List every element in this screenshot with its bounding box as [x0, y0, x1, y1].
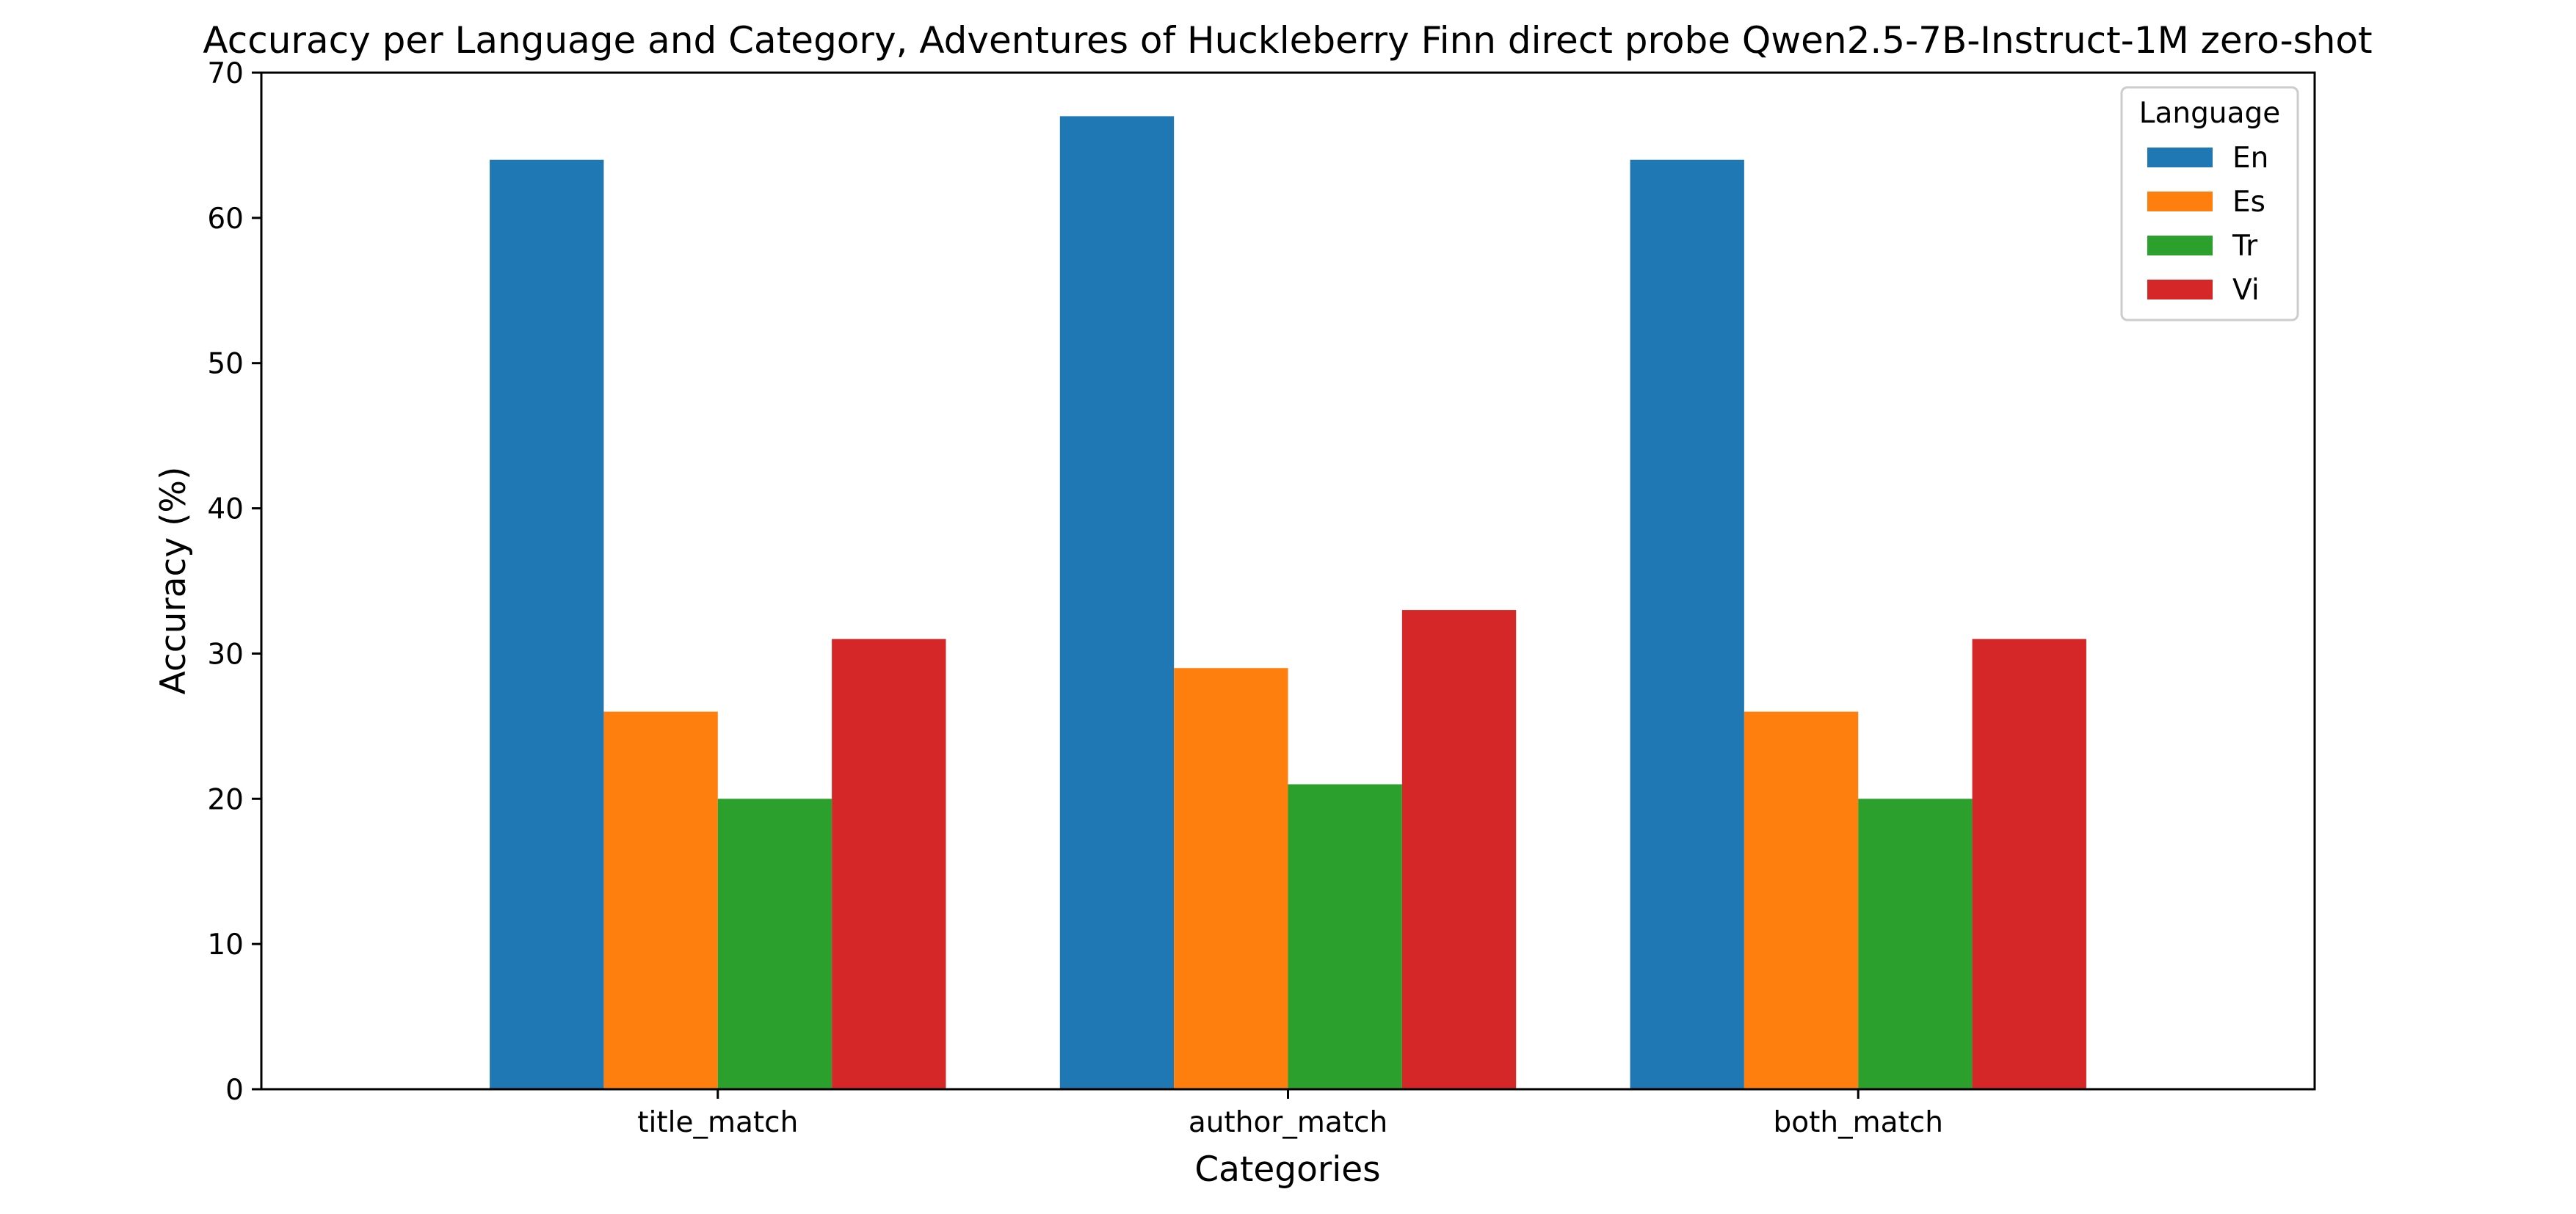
x-axis-label: Categories: [1194, 1149, 1380, 1190]
y-axis-label: Accuracy (%): [153, 467, 194, 695]
x-tick-label: author_match: [1189, 1106, 1387, 1139]
legend-label-tr: Tr: [2232, 230, 2258, 263]
legend-label-es: Es: [2232, 186, 2265, 219]
y-tick-label: 70: [207, 57, 244, 90]
legend-label-vi: Vi: [2232, 274, 2260, 307]
y-tick-label: 50: [207, 348, 244, 381]
legend-swatch-en: [2147, 148, 2213, 167]
bar-es-title_match: [603, 711, 718, 1089]
bar-vi-title_match: [832, 639, 946, 1089]
legend-swatch-es: [2147, 192, 2213, 211]
bar-vi-both_match: [1972, 639, 2086, 1089]
y-tick-label: 30: [207, 638, 244, 671]
legend-label-en: En: [2232, 142, 2268, 175]
x-tick-label: title_match: [637, 1106, 798, 1139]
bar-es-author_match: [1174, 668, 1288, 1089]
bar-en-author_match: [1059, 116, 1175, 1090]
y-tick-label: 0: [225, 1074, 244, 1107]
plot-frame: [260, 71, 2316, 1091]
bars-layer: [490, 116, 2086, 1090]
y-tick-label: 60: [207, 203, 244, 236]
y-tick-label: 20: [207, 783, 244, 816]
bar-en-title_match: [490, 159, 604, 1090]
chart-title: Accuracy per Language and Category, Adve…: [203, 19, 2372, 62]
legend-swatch-vi: [2147, 280, 2213, 299]
legend-items: En Es Tr Vi: [2147, 142, 2268, 307]
x-axis: title_match author_match both_match: [637, 1089, 1943, 1139]
y-tick-label: 40: [207, 493, 244, 526]
bar-es-both_match: [1744, 711, 1859, 1089]
bar-tr-author_match: [1288, 784, 1402, 1089]
legend: Language En Es Tr Vi: [2120, 86, 2299, 321]
x-tick-label: both_match: [1773, 1106, 1942, 1139]
bar-tr-title_match: [717, 799, 832, 1089]
bar-en-both_match: [1630, 159, 1744, 1090]
legend-title: Language: [2139, 97, 2280, 130]
y-tick-label: 10: [207, 928, 244, 962]
bar-tr-both_match: [1858, 799, 1973, 1089]
bar-vi-author_match: [1401, 610, 1517, 1089]
y-axis: 0 10 20 30 40 50 60 70: [207, 57, 261, 1107]
legend-swatch-tr: [2147, 236, 2213, 255]
